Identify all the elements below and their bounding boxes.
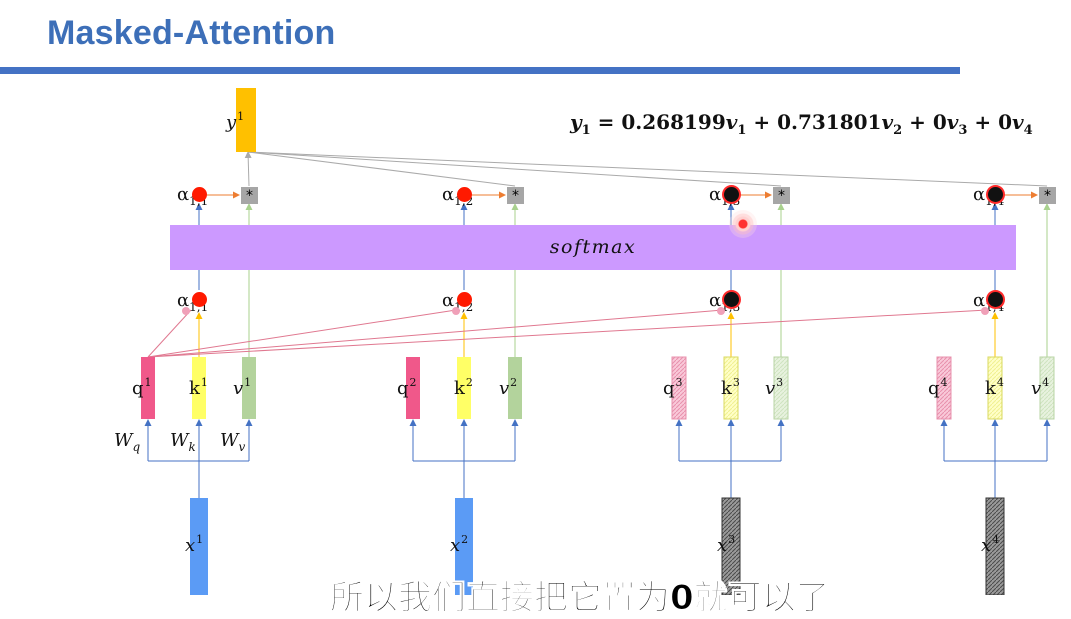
query-q1-box — [141, 357, 155, 419]
alpha-1-4-marker — [988, 292, 1003, 307]
query-q1-label: q1 — [132, 376, 152, 399]
multiply-4-box: * — [1039, 187, 1056, 204]
key-k2-label: k2 — [454, 376, 473, 399]
value-v2-box — [508, 357, 522, 419]
value-v1-box — [242, 357, 256, 419]
multiply-3-box: * — [773, 187, 790, 204]
value-v1-label: v1 — [233, 376, 252, 399]
query-q3-label: q3 — [663, 376, 683, 399]
title-underline — [0, 67, 960, 74]
input-x4-box — [985, 497, 1005, 595]
key-k1-box — [192, 357, 206, 419]
q1-to-alpha-1-3 — [147, 309, 724, 358]
key-k4-label: k4 — [985, 376, 1004, 399]
input-x3-label: x3 — [717, 533, 736, 556]
alpha-1-3-marker — [724, 292, 739, 307]
output-y1-box — [236, 88, 256, 152]
weight-wv-label: Wv — [220, 430, 246, 454]
query-arrowhead-4 — [981, 307, 989, 315]
weight-wq-label: Wq — [114, 430, 141, 454]
weight-wk-label: Wk — [170, 430, 196, 454]
query-q2-label: q2 — [397, 376, 417, 399]
q1-to-alpha-1-2 — [147, 309, 457, 358]
query-arrowhead-3 — [717, 307, 725, 315]
softmax-label: softmax — [549, 236, 637, 258]
multiply2-to-y1 — [247, 151, 516, 187]
multiply1-to-y1 — [244, 151, 252, 187]
multiply-2-box: * — [507, 187, 524, 204]
alpha-1-1-marker — [192, 292, 207, 307]
input-x1-label: x1 — [185, 533, 204, 556]
input-x2-box — [455, 498, 473, 595]
query-q3-box — [671, 356, 687, 420]
slide-title: Masked-Attention — [47, 14, 336, 52]
key-k3-label: k3 — [721, 376, 740, 399]
key-k3-box — [723, 356, 739, 420]
output-formula: y1 = 0.268199v1 + 0.731801v2 + 0v3 + 0v4 — [570, 110, 1033, 138]
key-k4-box — [987, 356, 1003, 420]
attention-diagram — [141, 88, 1055, 595]
value-v3-box — [773, 356, 789, 420]
multiply3-to-y1 — [247, 151, 782, 187]
alpha-prime-1-1-marker — [192, 187, 207, 202]
query-arrowhead-1 — [182, 307, 190, 315]
alpha-1-2-marker — [457, 292, 472, 307]
value-v2-label: v2 — [499, 376, 518, 399]
q1-to-alpha-1-1 — [147, 309, 192, 358]
value-v4-box — [1039, 356, 1055, 420]
key-k1-label: k1 — [189, 376, 208, 399]
multiply4-to-y1 — [247, 151, 1048, 187]
key-k2-box — [457, 357, 471, 419]
alpha-prime-1-3-marker — [724, 187, 739, 202]
alpha-prime-1-2-marker — [457, 187, 472, 202]
multiply-1-box: * — [241, 187, 258, 204]
alpha-prime-1-4-marker — [988, 187, 1003, 202]
value-v3-label: v3 — [765, 376, 784, 399]
query-q4-box — [936, 356, 952, 420]
query-q4-label: q4 — [928, 376, 948, 399]
pointer-cursor — [729, 210, 757, 238]
q1-to-alpha-1-4 — [147, 309, 988, 358]
softmax-layer: softmax — [170, 225, 1016, 270]
input-x3-box — [721, 497, 741, 595]
query-arrowhead-2 — [452, 307, 460, 315]
output-y1-label: y1 — [226, 110, 245, 133]
value-v4-label: v4 — [1031, 376, 1050, 399]
input-x1-box — [190, 498, 208, 595]
input-x4-label: x4 — [981, 533, 1000, 556]
query-q2-box — [406, 357, 420, 419]
input-x2-label: x2 — [450, 533, 469, 556]
